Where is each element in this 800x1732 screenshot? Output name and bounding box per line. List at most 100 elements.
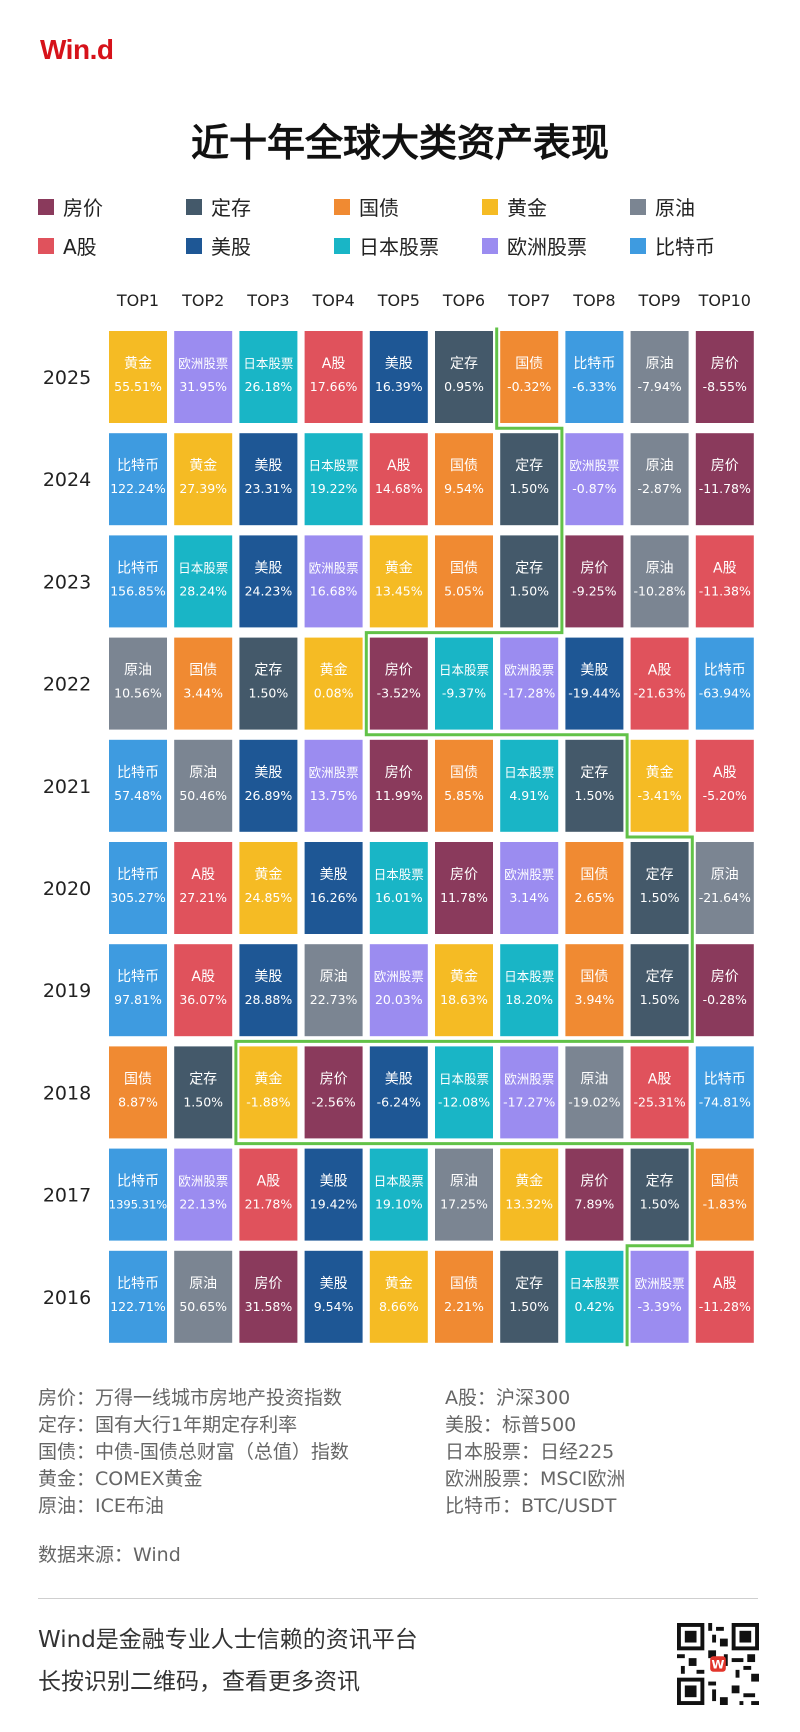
asset-return: 1.50% — [509, 1299, 549, 1314]
asset-cell — [565, 1250, 624, 1343]
legend-swatch — [334, 198, 350, 215]
asset-cell — [239, 944, 298, 1037]
asset-return: -63.94% — [699, 686, 751, 701]
asset-cell — [695, 1148, 754, 1241]
legend-item: 房价 — [38, 192, 186, 221]
asset-return: 5.85% — [444, 788, 484, 803]
asset-name: 比特币 — [117, 867, 159, 883]
asset-cell — [500, 1250, 559, 1343]
legend-item: 欧洲股票 — [482, 231, 630, 260]
qr-code-icon[interactable]: W — [677, 1623, 759, 1705]
asset-return: 7.89% — [575, 1197, 615, 1212]
asset-return: 24.85% — [245, 890, 293, 905]
column-header: TOP3 — [246, 291, 289, 310]
asset-cell — [369, 1250, 428, 1343]
asset-return: 50.46% — [179, 788, 227, 803]
asset-return: -3.39% — [637, 1299, 681, 1314]
asset-return: 1.50% — [183, 1094, 223, 1109]
asset-name: 欧洲股票 — [504, 1071, 554, 1086]
asset-return: 27.39% — [179, 481, 227, 496]
asset-name: 定存 — [646, 1174, 674, 1190]
asset-cell — [304, 535, 363, 628]
asset-cell — [239, 331, 298, 423]
asset-return: -11.28% — [699, 1299, 751, 1314]
asset-name: 国债 — [450, 765, 478, 781]
wind-logo: Win.d — [40, 34, 114, 65]
note-line: 国债：中债-国债总财富（总值）指数 — [38, 1441, 349, 1463]
asset-cell — [304, 944, 363, 1037]
asset-return: -6.24% — [377, 1094, 421, 1109]
asset-cell — [630, 535, 689, 628]
asset-name: 欧洲股票 — [635, 1276, 685, 1291]
asset-return: 3.44% — [183, 686, 223, 701]
asset-return: 28.88% — [245, 992, 293, 1007]
asset-return: 1.50% — [575, 788, 615, 803]
asset-cell — [174, 535, 233, 628]
asset-cell — [435, 637, 493, 730]
asset-return: 28.24% — [179, 583, 227, 598]
asset-cell — [109, 739, 167, 832]
asset-cell — [369, 1046, 428, 1139]
asset-return: 21.78% — [245, 1197, 293, 1212]
asset-cell — [369, 637, 428, 730]
asset-name: 原油 — [450, 1174, 478, 1190]
asset-return: -3.41% — [637, 788, 681, 803]
asset-return: 13.32% — [505, 1197, 553, 1212]
legend-swatch — [186, 237, 202, 254]
asset-return: -0.28% — [703, 992, 747, 1007]
asset-name: 日本股票 — [439, 663, 489, 678]
asset-return: -9.25% — [572, 583, 616, 598]
asset-return: -12.08% — [438, 1094, 490, 1109]
legend-label: 美股 — [211, 235, 251, 259]
asset-cell — [304, 739, 363, 832]
legend-label: 日本股票 — [359, 235, 439, 259]
asset-name: 日本股票 — [504, 969, 554, 984]
asset-return: -17.27% — [503, 1094, 555, 1109]
asset-return: 13.75% — [310, 788, 358, 803]
asset-name: 房价 — [711, 458, 739, 474]
asset-return: 1.50% — [640, 890, 680, 905]
asset-cell — [369, 842, 428, 934]
asset-name: 美股 — [320, 1276, 348, 1292]
asset-return: -25.31% — [634, 1094, 686, 1109]
asset-name: 房价 — [385, 765, 413, 781]
asset-return: 19.22% — [310, 481, 358, 496]
divider — [38, 1598, 758, 1599]
note-line: 日本股票：日经225 — [445, 1441, 615, 1463]
asset-return: 1.50% — [640, 992, 680, 1007]
column-header: TOP6 — [442, 291, 485, 310]
asset-return: 1.50% — [249, 686, 289, 701]
asset-cell — [109, 944, 167, 1037]
asset-cell — [695, 1046, 754, 1139]
asset-return: -5.20% — [703, 788, 747, 803]
asset-cell — [435, 842, 493, 934]
asset-name: 房价 — [711, 356, 739, 372]
asset-cell — [695, 944, 754, 1037]
asset-name: 比特币 — [117, 1174, 159, 1190]
asset-name: A股 — [387, 458, 411, 474]
asset-cell — [500, 1148, 559, 1241]
asset-return: 122.24% — [110, 481, 166, 496]
asset-name: A股 — [713, 765, 737, 781]
svg-text:W: W — [712, 1657, 725, 1671]
asset-name: 比特币 — [117, 1276, 159, 1292]
legend-item: 日本股票 — [334, 231, 482, 260]
legend-item: 原油 — [630, 192, 778, 221]
asset-cell — [174, 433, 233, 526]
data-source: 数据来源：Wind — [38, 1544, 181, 1566]
asset-cell — [304, 1250, 363, 1343]
asset-name: 美股 — [580, 663, 608, 679]
asset-cell — [630, 842, 689, 934]
asset-name: A股 — [648, 1071, 672, 1087]
asset-return: -21.63% — [634, 686, 686, 701]
asset-return: 9.54% — [444, 481, 484, 496]
asset-return: 5.05% — [444, 583, 484, 598]
asset-cell — [435, 1250, 493, 1343]
asset-name: 比特币 — [704, 663, 746, 679]
year-label: 2025 — [43, 367, 91, 389]
asset-cell — [239, 1250, 298, 1343]
asset-return: 97.81% — [114, 992, 162, 1007]
asset-name: 国债 — [580, 969, 608, 985]
asset-cell — [695, 433, 754, 526]
asset-name: 欧洲股票 — [178, 356, 228, 371]
